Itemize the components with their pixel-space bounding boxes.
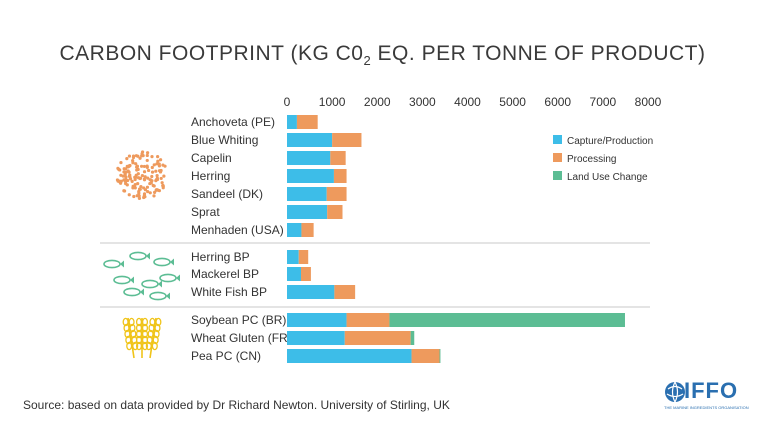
x-tick-label: 7000 (590, 95, 617, 109)
bar-segment (411, 349, 440, 363)
bar-segment (287, 331, 345, 345)
bar-segment (287, 151, 331, 165)
bar-segment (330, 151, 346, 165)
globe-icon (665, 381, 685, 403)
category-label: Sprat (191, 205, 220, 219)
bar-segment (287, 133, 333, 147)
iffo-logo: IFFO THE MARINE INGREDIENTS ORGANISATION (664, 378, 749, 410)
category-label: Menhaden (USA) (191, 223, 284, 237)
bar-segment (346, 313, 390, 327)
legend-swatch (553, 135, 562, 144)
bar-segment (287, 349, 412, 363)
category-label: Herring (191, 169, 230, 183)
category-label: Soybean PC (BR) (191, 313, 286, 327)
category-label: Capelin (191, 151, 232, 165)
bar-segment (389, 313, 625, 327)
legend-swatch (553, 153, 562, 162)
bar-segment (344, 331, 411, 345)
legend-swatch (553, 171, 562, 180)
bar-segment (439, 349, 441, 363)
category-label: White Fish BP (191, 285, 267, 299)
x-tick-label: 0 (284, 95, 291, 109)
chart-title: CARBON FOOTPRINT (KG C02 EQ. PER TONNE O… (59, 42, 706, 69)
bar-segment (287, 169, 334, 183)
bar-segment (287, 285, 335, 299)
bar-segment (410, 331, 415, 345)
category-label: Mackerel BP (191, 267, 259, 281)
x-tick-label: 1000 (319, 95, 346, 109)
x-tick-label: 3000 (409, 95, 436, 109)
category-label: Pea PC (CN) (191, 349, 261, 363)
bar-segment (287, 267, 301, 281)
fish-school-icon (115, 150, 167, 200)
bar-segment (334, 285, 356, 299)
bar-segment (296, 115, 318, 129)
category-label: Sandeel (DK) (191, 187, 263, 201)
bar-segment (298, 250, 309, 264)
bar-segment (287, 313, 347, 327)
x-tick-label: 2000 (364, 95, 391, 109)
fish-byproduct-icon (103, 251, 180, 301)
bar-segment (287, 187, 327, 201)
bar-segment (327, 205, 343, 219)
legend-label: Capture/Production (567, 136, 653, 147)
bar-segment (326, 187, 347, 201)
wheat-icon (122, 317, 162, 359)
legend-label: Land Use Change (567, 172, 648, 183)
bar-segment (287, 205, 328, 219)
bar-segment (332, 133, 362, 147)
bar-segment (301, 223, 314, 237)
category-label: Wheat Gluten (FR) (191, 331, 292, 345)
x-tick-label: 8000 (635, 95, 662, 109)
bar-segment (333, 169, 347, 183)
x-tick-label: 4000 (454, 95, 481, 109)
category-label: Blue Whiting (191, 133, 258, 147)
source-note: Source: based on data provided by Dr Ric… (23, 398, 450, 412)
bar-segment (300, 267, 311, 281)
category-label: Herring BP (191, 250, 250, 264)
bar-segment (287, 223, 302, 237)
legend-label: Processing (567, 154, 616, 165)
bar-segment (287, 115, 297, 129)
category-label: Anchoveta (PE) (191, 115, 275, 129)
x-tick-label: 5000 (499, 95, 526, 109)
bar-segment (287, 250, 299, 264)
x-tick-label: 6000 (544, 95, 571, 109)
